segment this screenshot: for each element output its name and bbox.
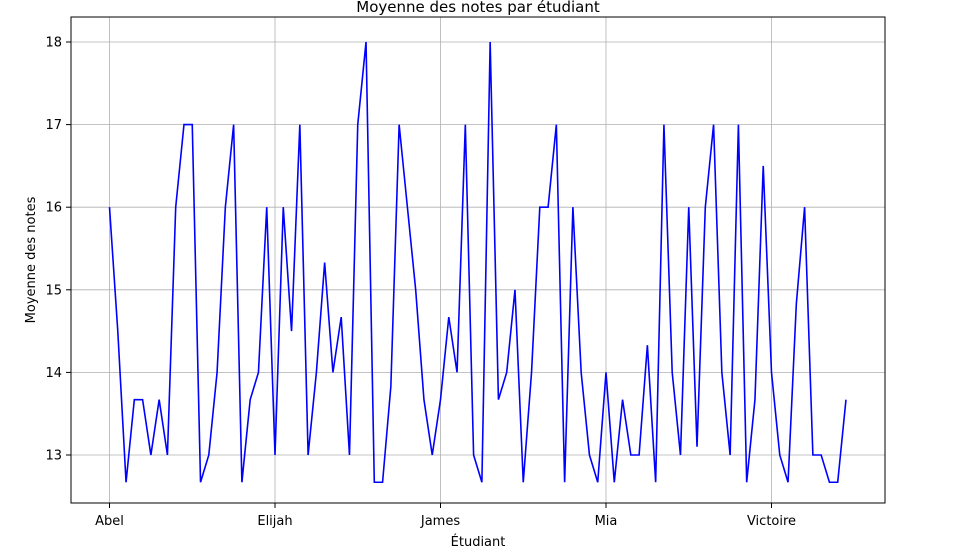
- plot-frame: [70, 16, 886, 504]
- x-tick-label: James: [420, 514, 460, 529]
- x-tick-label: Elijah: [257, 514, 292, 529]
- x-axis-ticks: Abel Elijah James Mia Victoire: [95, 503, 796, 529]
- y-axis-ticks: 13 14 15 16 17 18: [45, 36, 71, 464]
- y-tick-label: 16: [45, 201, 62, 216]
- y-tick-label: 17: [45, 118, 62, 133]
- y-tick-label: 13: [45, 449, 62, 464]
- grid-lines: [71, 17, 885, 503]
- y-tick-label: 15: [45, 283, 62, 298]
- x-tick-label: Mia: [595, 514, 618, 529]
- y-tick-label: 18: [45, 36, 62, 51]
- x-axis-label: Étudiant: [451, 534, 506, 550]
- y-axis-label: Moyenne des notes: [24, 196, 39, 323]
- x-tick-label: Abel: [95, 514, 124, 529]
- x-tick-label: Victoire: [747, 514, 796, 529]
- series-line: [108, 41, 847, 484]
- chart-title: Moyenne des notes par étudiant: [356, 0, 600, 16]
- y-tick-label: 14: [45, 366, 62, 381]
